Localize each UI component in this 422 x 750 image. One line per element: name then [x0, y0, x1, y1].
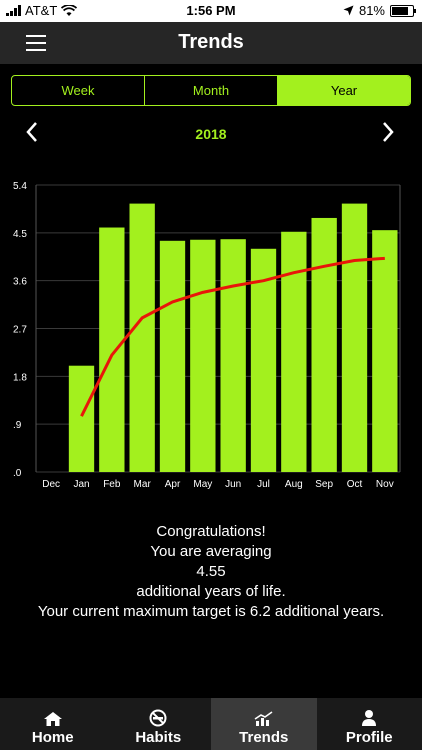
x-tick-label: Dec: [42, 479, 60, 490]
tab-bar: Home Habits Trends Profile: [0, 698, 422, 750]
year-navigator: 2018: [0, 118, 422, 148]
tab-profile[interactable]: Profile: [317, 698, 422, 750]
carrier-label: AT&T: [25, 3, 58, 18]
location-arrow-icon: [343, 5, 354, 16]
x-tick-label: Apr: [165, 479, 181, 490]
congrats-text: Congratulations!: [156, 523, 266, 540]
bar: [250, 248, 277, 472]
trend-chart: .0 .9 1.8 2.7 3.6 4.5 5.4 Dec Jan Feb Mar Apr May Jun…: [13, 181, 401, 490]
no-smoking-icon: [149, 709, 167, 727]
bar: [220, 239, 246, 472]
bar: [372, 230, 398, 472]
x-tick-label: Jul: [257, 479, 270, 490]
tab-home-label: Home: [31, 729, 74, 746]
bar: [311, 217, 337, 472]
y-tick-label: 1.8: [13, 372, 27, 383]
target-text: Your current maximum target is 6.2 addit…: [37, 603, 385, 620]
bar: [159, 240, 186, 472]
bar: [281, 231, 307, 472]
average-value: 4.55: [196, 563, 226, 580]
page-title: Trends: [178, 31, 244, 53]
trend-chart-icon: [254, 711, 273, 726]
x-tick-label: Jan: [73, 479, 89, 490]
bar: [68, 365, 95, 472]
tab-year[interactable]: Year: [278, 76, 410, 105]
chevron-left-icon[interactable]: [24, 121, 40, 143]
y-tick-label: 2.7: [13, 325, 27, 336]
y-tick-label: .9: [13, 420, 22, 431]
trend-line: [80, 256, 385, 417]
x-tick-label: Sep: [315, 479, 333, 490]
status-bar: AT&T 1:56 PM 81%: [0, 0, 422, 22]
menu-icon[interactable]: [26, 35, 46, 51]
home-icon: [43, 712, 62, 726]
clock: 1:56 PM: [186, 3, 236, 18]
tab-profile-label: Profile: [345, 729, 393, 746]
x-tick-label: Aug: [285, 479, 303, 490]
tab-habits[interactable]: Habits: [106, 698, 212, 750]
y-tick-label: .0: [13, 468, 22, 479]
averaging-text: You are averaging: [150, 543, 272, 560]
x-tick-label: Mar: [134, 479, 152, 490]
y-tick-label: 5.4: [13, 181, 27, 192]
wifi-icon: [61, 4, 78, 16]
tab-habits-label: Habits: [135, 729, 182, 746]
tab-week[interactable]: Week: [12, 76, 145, 105]
bar: [190, 239, 216, 472]
period-selector: Week Month Year: [11, 75, 411, 106]
bar: [341, 203, 368, 472]
person-icon: [362, 710, 377, 726]
tab-trends-label: Trends: [239, 729, 289, 746]
bar: [99, 227, 125, 472]
year-label: 2018: [195, 126, 227, 142]
nav-bar: Trends: [0, 22, 422, 64]
battery-icon: [390, 4, 416, 17]
y-tick-label: 4.5: [13, 229, 27, 240]
battery-percent: 81%: [358, 3, 385, 18]
bar: [129, 203, 155, 472]
years-text: additional years of life.: [136, 583, 286, 600]
y-tick-label: 3.6: [13, 277, 27, 288]
tab-home[interactable]: Home: [0, 698, 106, 750]
x-tick-label: May: [193, 479, 212, 490]
x-tick-label: Oct: [347, 479, 363, 490]
x-tick-label: Jun: [225, 479, 241, 490]
x-tick-label: Feb: [103, 479, 121, 490]
chevron-right-icon[interactable]: [380, 121, 396, 143]
signal-icon: [6, 5, 21, 16]
tab-trends[interactable]: Trends: [211, 698, 317, 750]
tab-month[interactable]: Month: [145, 76, 278, 105]
summary-message: Congratulations! You are averaging 4.55 …: [0, 522, 422, 622]
x-tick-label: Nov: [376, 479, 394, 490]
